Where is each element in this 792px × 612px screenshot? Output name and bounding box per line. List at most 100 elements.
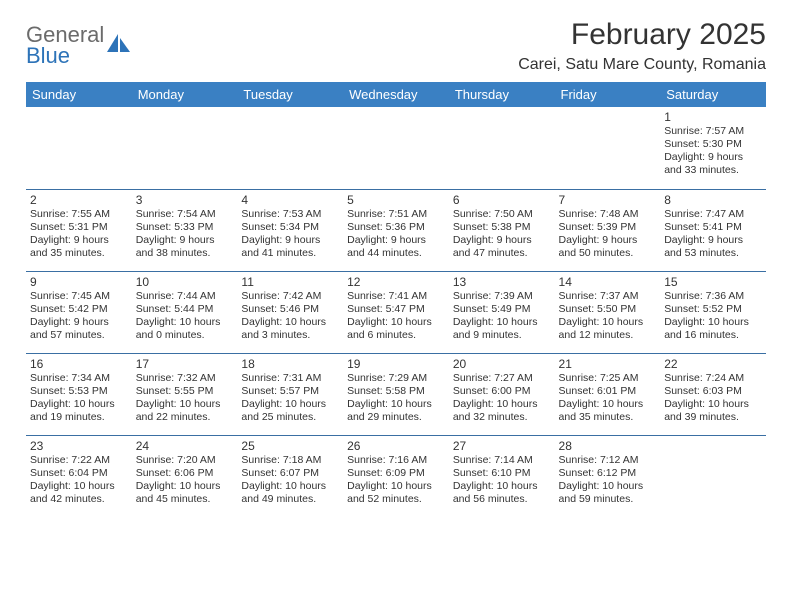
daylight-line: Daylight: 10 hours and 12 minutes. [559, 316, 657, 342]
day-number: 18 [241, 357, 339, 371]
calendar-cell: 19Sunrise: 7:29 AMSunset: 5:58 PMDayligh… [343, 353, 449, 435]
day-number: 7 [559, 193, 657, 207]
sunset-line: Sunset: 5:50 PM [559, 303, 657, 316]
calendar-cell: 20Sunrise: 7:27 AMSunset: 6:00 PMDayligh… [449, 353, 555, 435]
cell-details: Sunrise: 7:27 AMSunset: 6:00 PMDaylight:… [453, 372, 551, 425]
calendar-head: SundayMondayTuesdayWednesdayThursdayFrid… [26, 82, 766, 107]
cell-details: Sunrise: 7:53 AMSunset: 5:34 PMDaylight:… [241, 208, 339, 261]
sunrise-line: Sunrise: 7:27 AM [453, 372, 551, 385]
day-number: 5 [347, 193, 445, 207]
sunrise-line: Sunrise: 7:57 AM [664, 125, 762, 138]
brand-text: General Blue [26, 24, 104, 67]
day-number: 13 [453, 275, 551, 289]
daylight-line: Daylight: 10 hours and 29 minutes. [347, 398, 445, 424]
sunrise-line: Sunrise: 7:14 AM [453, 454, 551, 467]
daylight-line: Daylight: 10 hours and 9 minutes. [453, 316, 551, 342]
cell-details: Sunrise: 7:36 AMSunset: 5:52 PMDaylight:… [664, 290, 762, 343]
sunset-line: Sunset: 5:55 PM [136, 385, 234, 398]
day-number: 22 [664, 357, 762, 371]
calendar-cell: 14Sunrise: 7:37 AMSunset: 5:50 PMDayligh… [555, 271, 661, 353]
cell-details: Sunrise: 7:44 AMSunset: 5:44 PMDaylight:… [136, 290, 234, 343]
calendar-cell: 3Sunrise: 7:54 AMSunset: 5:33 PMDaylight… [132, 189, 238, 271]
sunset-line: Sunset: 5:39 PM [559, 221, 657, 234]
sail-icon [106, 32, 132, 59]
cell-details: Sunrise: 7:18 AMSunset: 6:07 PMDaylight:… [241, 454, 339, 507]
calendar-cell: 10Sunrise: 7:44 AMSunset: 5:44 PMDayligh… [132, 271, 238, 353]
sunset-line: Sunset: 5:38 PM [453, 221, 551, 234]
sunrise-line: Sunrise: 7:37 AM [559, 290, 657, 303]
day-number: 23 [30, 439, 128, 453]
sunrise-line: Sunrise: 7:12 AM [559, 454, 657, 467]
sunrise-line: Sunrise: 7:45 AM [30, 290, 128, 303]
sunrise-line: Sunrise: 7:54 AM [136, 208, 234, 221]
daylight-line: Daylight: 10 hours and 59 minutes. [559, 480, 657, 506]
header: General Blue February 2025 Carei, Satu M… [26, 18, 766, 74]
calendar-cell: 5Sunrise: 7:51 AMSunset: 5:36 PMDaylight… [343, 189, 449, 271]
cell-details: Sunrise: 7:16 AMSunset: 6:09 PMDaylight:… [347, 454, 445, 507]
sunrise-line: Sunrise: 7:44 AM [136, 290, 234, 303]
cell-details: Sunrise: 7:54 AMSunset: 5:33 PMDaylight:… [136, 208, 234, 261]
sunset-line: Sunset: 5:42 PM [30, 303, 128, 316]
daylight-line: Daylight: 10 hours and 19 minutes. [30, 398, 128, 424]
month-title: February 2025 [518, 18, 766, 52]
sunrise-line: Sunrise: 7:53 AM [241, 208, 339, 221]
calendar-cell: 1Sunrise: 7:57 AMSunset: 5:30 PMDaylight… [660, 107, 766, 189]
brand-logo: General Blue [26, 24, 132, 67]
calendar-cell: 27Sunrise: 7:14 AMSunset: 6:10 PMDayligh… [449, 435, 555, 517]
calendar-cell: 23Sunrise: 7:22 AMSunset: 6:04 PMDayligh… [26, 435, 132, 517]
calendar-cell: 11Sunrise: 7:42 AMSunset: 5:46 PMDayligh… [237, 271, 343, 353]
calendar-cell: 12Sunrise: 7:41 AMSunset: 5:47 PMDayligh… [343, 271, 449, 353]
calendar-page: General Blue February 2025 Carei, Satu M… [0, 0, 792, 527]
sunset-line: Sunset: 6:06 PM [136, 467, 234, 480]
calendar-cell [26, 107, 132, 189]
daylight-line: Daylight: 9 hours and 41 minutes. [241, 234, 339, 260]
calendar-cell: 21Sunrise: 7:25 AMSunset: 6:01 PMDayligh… [555, 353, 661, 435]
calendar-cell: 7Sunrise: 7:48 AMSunset: 5:39 PMDaylight… [555, 189, 661, 271]
cell-details: Sunrise: 7:20 AMSunset: 6:06 PMDaylight:… [136, 454, 234, 507]
cell-details: Sunrise: 7:57 AMSunset: 5:30 PMDaylight:… [664, 125, 762, 178]
sunrise-line: Sunrise: 7:29 AM [347, 372, 445, 385]
daylight-line: Daylight: 9 hours and 47 minutes. [453, 234, 551, 260]
day-number: 19 [347, 357, 445, 371]
sunrise-line: Sunrise: 7:22 AM [30, 454, 128, 467]
sunrise-line: Sunrise: 7:47 AM [664, 208, 762, 221]
sunrise-line: Sunrise: 7:42 AM [241, 290, 339, 303]
calendar-cell: 18Sunrise: 7:31 AMSunset: 5:57 PMDayligh… [237, 353, 343, 435]
sunrise-line: Sunrise: 7:16 AM [347, 454, 445, 467]
sunset-line: Sunset: 5:47 PM [347, 303, 445, 316]
daylight-line: Daylight: 10 hours and 6 minutes. [347, 316, 445, 342]
daylight-line: Daylight: 10 hours and 56 minutes. [453, 480, 551, 506]
cell-details: Sunrise: 7:51 AMSunset: 5:36 PMDaylight:… [347, 208, 445, 261]
title-block: February 2025 Carei, Satu Mare County, R… [518, 18, 766, 74]
daylight-line: Daylight: 9 hours and 35 minutes. [30, 234, 128, 260]
calendar-cell: 16Sunrise: 7:34 AMSunset: 5:53 PMDayligh… [26, 353, 132, 435]
day-number: 28 [559, 439, 657, 453]
sunset-line: Sunset: 5:31 PM [30, 221, 128, 234]
daylight-line: Daylight: 9 hours and 57 minutes. [30, 316, 128, 342]
sunrise-line: Sunrise: 7:41 AM [347, 290, 445, 303]
daylight-line: Daylight: 9 hours and 44 minutes. [347, 234, 445, 260]
calendar-cell: 17Sunrise: 7:32 AMSunset: 5:55 PMDayligh… [132, 353, 238, 435]
daylight-line: Daylight: 10 hours and 22 minutes. [136, 398, 234, 424]
day-header: Wednesday [343, 82, 449, 107]
cell-details: Sunrise: 7:41 AMSunset: 5:47 PMDaylight:… [347, 290, 445, 343]
sunset-line: Sunset: 5:52 PM [664, 303, 762, 316]
day-header-row: SundayMondayTuesdayWednesdayThursdayFrid… [26, 82, 766, 107]
cell-details: Sunrise: 7:29 AMSunset: 5:58 PMDaylight:… [347, 372, 445, 425]
sunrise-line: Sunrise: 7:50 AM [453, 208, 551, 221]
day-header: Sunday [26, 82, 132, 107]
cell-details: Sunrise: 7:50 AMSunset: 5:38 PMDaylight:… [453, 208, 551, 261]
sunset-line: Sunset: 5:49 PM [453, 303, 551, 316]
calendar-cell [237, 107, 343, 189]
calendar-cell: 2Sunrise: 7:55 AMSunset: 5:31 PMDaylight… [26, 189, 132, 271]
daylight-line: Daylight: 9 hours and 50 minutes. [559, 234, 657, 260]
calendar-cell: 9Sunrise: 7:45 AMSunset: 5:42 PMDaylight… [26, 271, 132, 353]
calendar-body: 1Sunrise: 7:57 AMSunset: 5:30 PMDaylight… [26, 107, 766, 517]
calendar-week-row: 1Sunrise: 7:57 AMSunset: 5:30 PMDaylight… [26, 107, 766, 189]
day-number: 2 [30, 193, 128, 207]
sunrise-line: Sunrise: 7:48 AM [559, 208, 657, 221]
daylight-line: Daylight: 10 hours and 35 minutes. [559, 398, 657, 424]
cell-details: Sunrise: 7:31 AMSunset: 5:57 PMDaylight:… [241, 372, 339, 425]
sunset-line: Sunset: 5:33 PM [136, 221, 234, 234]
cell-details: Sunrise: 7:24 AMSunset: 6:03 PMDaylight:… [664, 372, 762, 425]
